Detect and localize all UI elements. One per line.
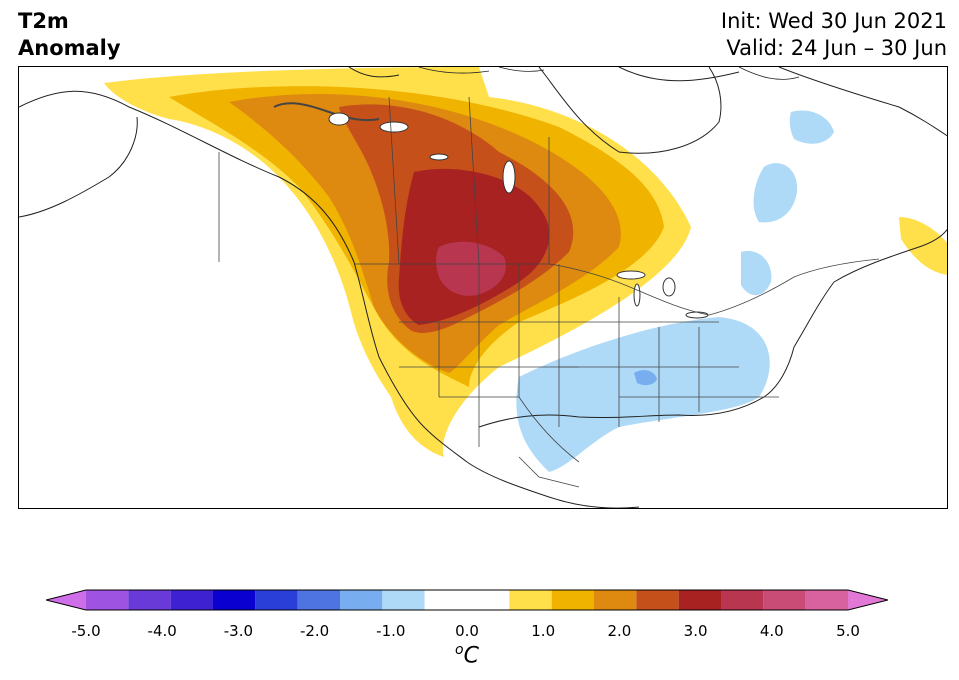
gulf-coastline bbox=[478, 346, 795, 428]
alaska-coastline bbox=[19, 116, 138, 218]
units-superscript: o bbox=[455, 642, 464, 658]
cool-anomaly-arkansas bbox=[634, 370, 657, 386]
colorbar-cell bbox=[636, 590, 679, 610]
lake-michigan bbox=[633, 283, 641, 307]
colorbar-cell bbox=[805, 590, 848, 610]
cool-anomaly-quebec bbox=[753, 163, 798, 223]
colorbar-cell bbox=[340, 590, 383, 610]
colorbar-cell bbox=[213, 590, 256, 610]
colorbar-tick-label: 2.0 bbox=[607, 622, 632, 640]
colorbar-tick-label: -1.0 bbox=[376, 622, 406, 640]
colorbar-tick-label: 4.0 bbox=[759, 622, 784, 640]
arctic-islands bbox=[418, 67, 800, 80]
cool-anomaly-labrador bbox=[789, 110, 834, 144]
lake-athabasca bbox=[429, 153, 449, 161]
colorbar-cell bbox=[255, 590, 298, 610]
cool-anomaly-ontario bbox=[741, 251, 772, 296]
map-panel bbox=[18, 66, 948, 509]
colorbar-extend-high bbox=[848, 590, 888, 610]
anomaly-contour-3.0 bbox=[436, 241, 506, 296]
colorbar-cell bbox=[763, 590, 806, 610]
great-bear-lake bbox=[328, 112, 350, 126]
west-coastline bbox=[19, 90, 468, 463]
colorbar-tick-label: -3.0 bbox=[223, 622, 254, 640]
units-base: C bbox=[463, 643, 479, 669]
colorbar-tick-label: -2.0 bbox=[299, 622, 330, 640]
lake-erie bbox=[685, 311, 709, 319]
date-info: Init: Wed 30 Jun 2021 Valid: 24 Jun – 30… bbox=[721, 8, 947, 62]
colorbar-cell bbox=[721, 590, 764, 610]
anomaly-contour-0.5-east bbox=[899, 217, 947, 275]
colorbar-cell bbox=[551, 590, 594, 610]
cool-anomaly-southeast bbox=[516, 317, 770, 472]
colorbar-tick-label: 5.0 bbox=[836, 622, 860, 640]
colorbar-cells bbox=[86, 590, 848, 610]
colorbar-cell bbox=[297, 590, 340, 610]
units-label: oC bbox=[455, 642, 479, 668]
hudson-bay-coastline bbox=[538, 67, 722, 154]
atlantic-coastline bbox=[793, 228, 947, 348]
lake-superior bbox=[616, 270, 646, 280]
colorbar-cell bbox=[678, 590, 721, 610]
lake-winnipeg bbox=[502, 160, 516, 194]
anomaly-map bbox=[19, 67, 947, 508]
political-borders bbox=[218, 96, 880, 488]
mexico-coastline bbox=[466, 461, 640, 508]
chart-title: T2m Anomaly bbox=[18, 8, 121, 62]
colorbar-tick-label: 0.0 bbox=[455, 622, 479, 640]
colorbar-cell bbox=[594, 590, 637, 610]
colorbar-outline bbox=[46, 589, 888, 611]
colorbar-cell bbox=[170, 590, 213, 610]
colorbar-tick-label: 3.0 bbox=[683, 622, 708, 640]
colorbar bbox=[46, 589, 888, 611]
colorbar-tick-label: -5.0 bbox=[71, 622, 101, 640]
colorbar-cell bbox=[128, 590, 171, 610]
init-date: Init: Wed 30 Jun 2021 bbox=[720, 9, 947, 33]
great-slave-lake bbox=[379, 121, 409, 133]
title-line-2: Anomaly bbox=[18, 36, 121, 60]
colorbar-cell bbox=[86, 590, 129, 610]
colorbar-cell bbox=[424, 590, 510, 610]
title-line-1: T2m bbox=[18, 9, 69, 33]
lake-huron bbox=[662, 277, 676, 297]
colorbar-cell bbox=[509, 590, 552, 610]
colorbar-tick-label: 1.0 bbox=[531, 622, 556, 640]
mackenzie-river bbox=[273, 102, 380, 122]
colorbar-extend-low bbox=[46, 590, 86, 610]
arctic-coastline bbox=[348, 67, 947, 137]
valid-date: Valid: 24 Jun – 30 Jun bbox=[726, 36, 947, 60]
colorbar-tick-label: -4.0 bbox=[147, 622, 177, 640]
colorbar-cell bbox=[382, 590, 425, 610]
